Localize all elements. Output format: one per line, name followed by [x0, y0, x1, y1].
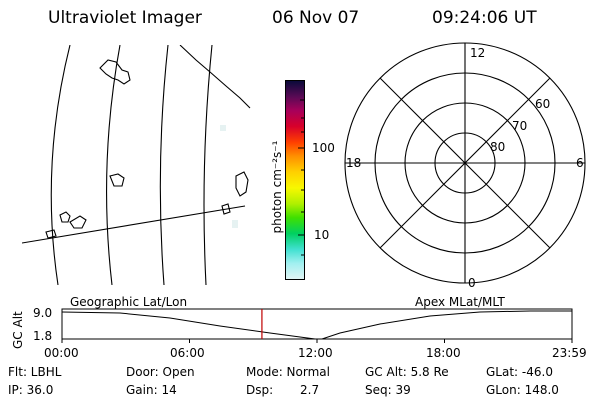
- altitude-curve: [61, 310, 572, 340]
- longitude-line: [106, 45, 121, 285]
- coastline: [99, 59, 131, 85]
- glon-info: GLon: 148.0: [486, 383, 559, 397]
- mlat-label-70: 70: [512, 119, 528, 133]
- mode-info: Mode: Normal: [246, 365, 330, 379]
- filter-info: Flt: LBHL: [8, 365, 62, 379]
- longitude-line: [50, 45, 71, 285]
- colorbar-tick-10: 10: [314, 228, 330, 242]
- mlt-label-6: 6: [576, 156, 584, 170]
- seq-info: Seq: 39: [365, 383, 411, 397]
- time-label: 09:24:06 UT: [432, 8, 537, 28]
- mlat-label-80: 80: [490, 140, 506, 154]
- longitude-line: [203, 45, 213, 285]
- x-tick-1800: 18:00: [426, 346, 461, 360]
- longitude-line: [159, 45, 169, 285]
- dsp-value: 2.7: [300, 383, 320, 397]
- colorbar-tick-100: 100: [312, 141, 335, 155]
- date-label: 06 Nov 07: [272, 8, 360, 28]
- glat-info: GLat: -46.0: [486, 365, 553, 379]
- mlt-label-0: 0: [468, 276, 476, 290]
- x-tick-1200: 12:00: [298, 346, 333, 360]
- y-min-label: 1.8: [33, 329, 53, 343]
- mlt-label-12: 12: [470, 46, 486, 60]
- door-info: Door: Open: [126, 365, 195, 379]
- mlt-label-18: 18: [346, 156, 362, 170]
- coastline: [59, 211, 71, 223]
- latitude-line: [22, 205, 246, 244]
- coastline: [179, 45, 251, 109]
- color-scale-bar: [285, 80, 305, 280]
- gain-info: Gain: 14: [126, 383, 177, 397]
- coastline: [69, 215, 87, 229]
- ip-info: IP: 36.0: [8, 383, 54, 397]
- y-max-label: 9.0: [33, 306, 53, 320]
- x-tick-0000: 00:00: [44, 346, 79, 360]
- gc-alt-info: GC Alt: 5.8 Re: [365, 365, 449, 379]
- coastline: [109, 173, 125, 187]
- apex-label: Apex MLat/MLT: [415, 295, 505, 309]
- mlat-label-60: 60: [535, 97, 551, 111]
- coastline: [221, 203, 231, 215]
- coastline: [45, 229, 57, 239]
- instrument-title: Ultraviolet Imager: [48, 8, 202, 28]
- faint-emission-patch: [232, 220, 238, 228]
- faint-emission-patch: [220, 125, 226, 131]
- coastline: [235, 171, 249, 197]
- x-tick-0600: 06:00: [170, 346, 205, 360]
- x-tick-2359: 23:59: [552, 346, 587, 360]
- dsp-label: Dsp:: [246, 383, 274, 397]
- geographic-label: Geographic Lat/Lon: [70, 295, 188, 309]
